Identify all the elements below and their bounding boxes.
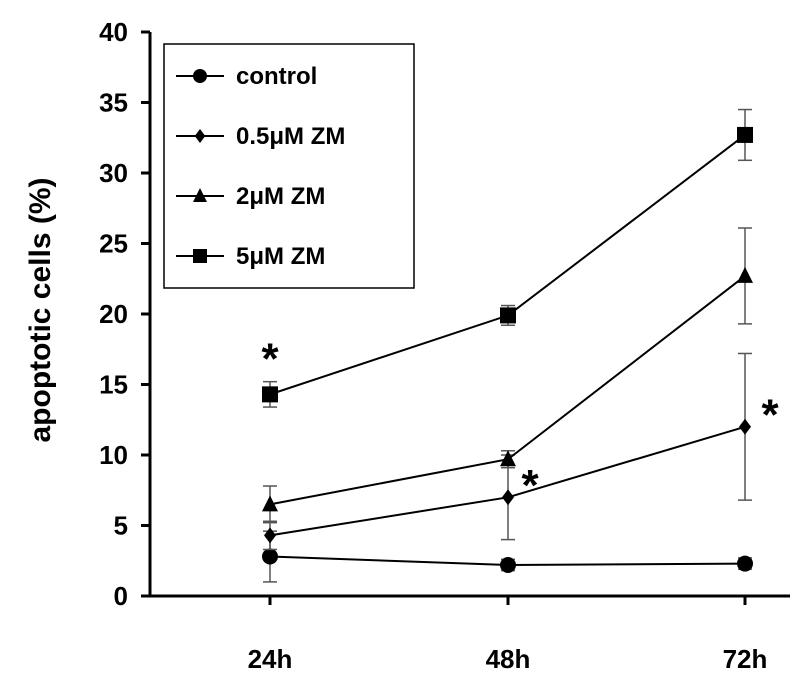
y-axis-title: apoptotic cells (%) xyxy=(24,177,57,442)
data-point xyxy=(737,126,753,143)
legend-label: 5μM ZM xyxy=(236,243,325,270)
y-tick-label: 10 xyxy=(99,440,128,470)
legend-marker xyxy=(194,129,206,143)
legend-item: 2μM ZM xyxy=(176,183,325,210)
significance-marker: * xyxy=(261,334,279,383)
data-point xyxy=(737,555,753,572)
data-point xyxy=(262,386,278,403)
annotations: * * * xyxy=(261,334,779,510)
y-tick-label: 30 xyxy=(99,158,128,188)
data-point xyxy=(262,548,278,565)
significance-marker: * xyxy=(521,461,539,510)
data-point xyxy=(500,450,516,467)
data-point xyxy=(737,266,753,283)
y-tick-label: 40 xyxy=(99,17,128,47)
series-triangle xyxy=(262,227,753,524)
data-point xyxy=(739,418,751,435)
series-layer xyxy=(262,108,753,583)
legend-item: control xyxy=(176,63,317,90)
data-point xyxy=(502,489,514,506)
series-circle xyxy=(262,530,753,583)
legend-label: 0.5μM ZM xyxy=(236,123,345,150)
legend-item: 0.5μM ZM xyxy=(176,123,345,150)
x-tick-label: 48h xyxy=(486,644,531,674)
legend-item: 5μM ZM xyxy=(176,243,325,270)
legend-marker xyxy=(193,249,207,263)
y-tick-label: 0 xyxy=(114,581,128,611)
y-tick-label: 35 xyxy=(99,88,128,118)
x-ticks: 24h 48h 72h xyxy=(248,596,768,674)
series-square xyxy=(262,108,753,408)
data-point xyxy=(264,527,276,544)
legend-marker xyxy=(193,188,207,202)
significance-marker: * xyxy=(761,391,779,440)
data-point xyxy=(500,556,516,573)
legend-label: 2μM ZM xyxy=(236,183,325,210)
x-tick-label: 72h xyxy=(723,644,768,674)
y-tick-label: 15 xyxy=(99,370,128,400)
x-tick-label: 24h xyxy=(248,644,293,674)
data-point xyxy=(262,495,278,512)
legend: control 0.5μM ZM 2μM ZM 5μM ZM xyxy=(163,43,415,289)
y-tick-label: 20 xyxy=(99,299,128,329)
y-tick-label: 25 xyxy=(99,229,128,259)
y-ticks: 0 5 10 15 20 25 30 35 40 xyxy=(99,17,150,611)
legend-box xyxy=(163,43,415,289)
legend-label: control xyxy=(236,63,317,90)
y-tick-label: 5 xyxy=(114,511,128,541)
legend-marker xyxy=(193,69,207,83)
data-point xyxy=(500,307,516,324)
